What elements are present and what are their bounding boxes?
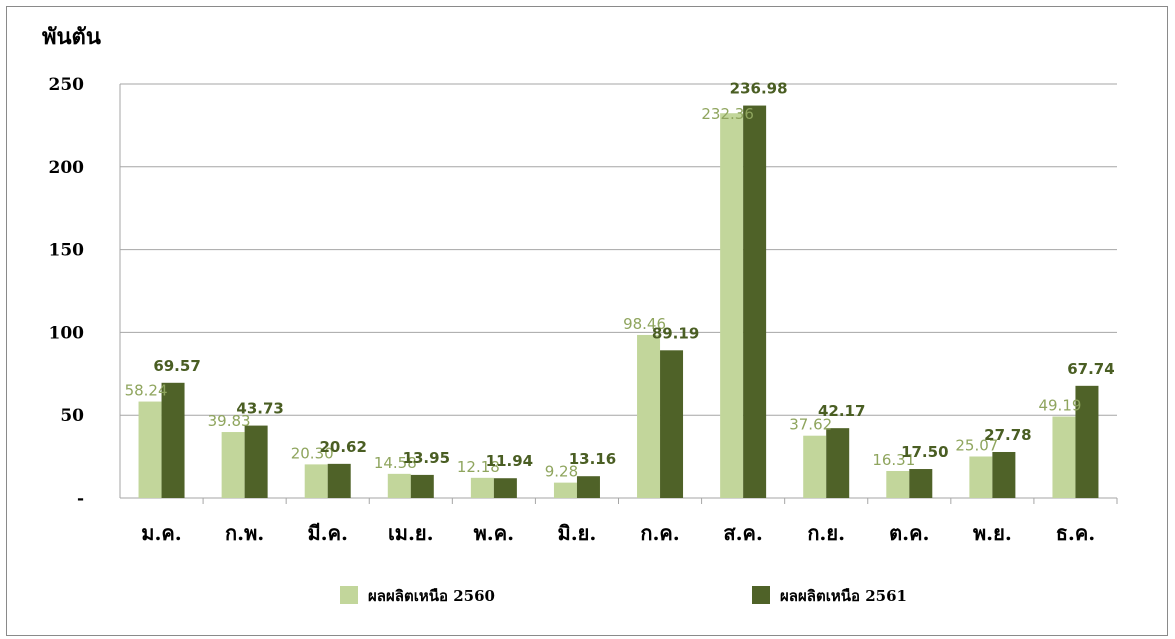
x-tick-label: เม.ย.	[388, 521, 434, 545]
bar-2561	[660, 350, 684, 498]
bar-2561	[743, 105, 767, 498]
x-tick-label: ก.พ.	[225, 521, 264, 545]
data-label: 13.16	[569, 450, 616, 468]
bar-2561	[576, 476, 600, 498]
legend-swatch-2561	[752, 586, 770, 604]
x-tick-label: ก.ค.	[640, 521, 679, 545]
legend-label: ผลผลิตเหนือ 2561	[780, 587, 907, 605]
bar-2560	[637, 334, 661, 498]
data-label: 39.83	[208, 412, 251, 430]
legend-label: ผลผลิตเหนือ 2560	[368, 587, 495, 605]
data-label: 17.50	[901, 443, 948, 461]
bar-2561	[992, 451, 1016, 498]
x-tick-label: ก.ย.	[807, 521, 845, 545]
data-label: 67.74	[1067, 360, 1114, 378]
bar-2560	[886, 470, 910, 498]
data-label: 16.31	[872, 451, 915, 469]
y-tick-label: 250	[49, 75, 85, 95]
y-tick-label: -	[77, 489, 84, 509]
legend-swatch-2560	[340, 586, 358, 604]
x-tick-label: ต.ค.	[889, 521, 929, 545]
data-label: 232.36	[701, 105, 754, 123]
bar-2560	[470, 477, 494, 498]
chart-frame	[6, 6, 1168, 636]
bar-2560	[720, 113, 744, 498]
data-label: 43.73	[236, 400, 283, 418]
data-label: 37.62	[789, 416, 832, 434]
bar-2560	[138, 401, 162, 498]
bar-2560	[553, 482, 577, 498]
legend: ผลผลิตเหนือ 2560 ผลผลิตเหนือ 2561	[340, 586, 907, 605]
x-axis-ticks: ม.ค. ก.พ. มี.ค. เม.ย. พ.ค. มิ.ย. ก.ค. ส.ค. ก.ย. ต…	[141, 521, 1095, 545]
bar-2561	[244, 425, 268, 498]
data-label: 14.58	[374, 454, 417, 472]
bar-2561	[909, 469, 933, 498]
bar-2561	[1075, 385, 1099, 498]
y-tick-label: 200	[49, 158, 85, 178]
bar-2560	[304, 464, 328, 498]
data-label: 13.95	[403, 449, 450, 467]
x-tick-label: ส.ค.	[723, 521, 763, 545]
bar-2561	[493, 478, 517, 498]
data-label: 98.46	[623, 315, 666, 333]
data-label: 89.19	[652, 324, 699, 342]
bar-2561	[410, 474, 434, 498]
data-label: 236.98	[730, 80, 788, 98]
data-label: 11.94	[486, 452, 533, 470]
data-label: 58.24	[125, 382, 168, 400]
x-tick-label: มี.ค.	[307, 521, 348, 545]
bar-2560	[387, 473, 411, 498]
data-label: 49.19	[1038, 397, 1081, 415]
y-tick-label: 150	[49, 241, 85, 261]
data-label: 25.07	[955, 436, 998, 454]
bar-2561	[161, 382, 185, 498]
bar-2561	[327, 463, 351, 498]
x-tick-label: พ.ย.	[973, 521, 1012, 545]
y-axis-ticks: - 50 100 150 200 250	[49, 75, 85, 509]
bar-2560	[803, 435, 827, 498]
bar-2560	[969, 456, 993, 498]
bars	[138, 105, 1099, 498]
data-label: 27.78	[984, 426, 1031, 444]
bar-2561	[826, 428, 850, 498]
gridlines	[119, 83, 1118, 504]
y-tick-label: 50	[60, 406, 84, 426]
x-tick-label: ม.ค.	[141, 521, 182, 545]
y-unit-label: พันตัน	[42, 24, 101, 50]
data-label: 20.62	[319, 438, 366, 456]
data-label: 42.17	[818, 402, 865, 420]
x-tick-label: มิ.ย.	[558, 521, 597, 545]
x-tick-label: พ.ค.	[474, 521, 515, 545]
bar-2560	[221, 432, 245, 498]
data-label: 69.57	[153, 357, 200, 375]
bar-2560	[1052, 416, 1076, 498]
data-label: 9.28	[545, 463, 578, 481]
y-tick-label: 100	[49, 323, 85, 343]
data-label: 20.30	[291, 444, 334, 462]
data-label: 12.18	[457, 458, 500, 476]
x-tick-label: ธ.ค.	[1056, 521, 1096, 545]
